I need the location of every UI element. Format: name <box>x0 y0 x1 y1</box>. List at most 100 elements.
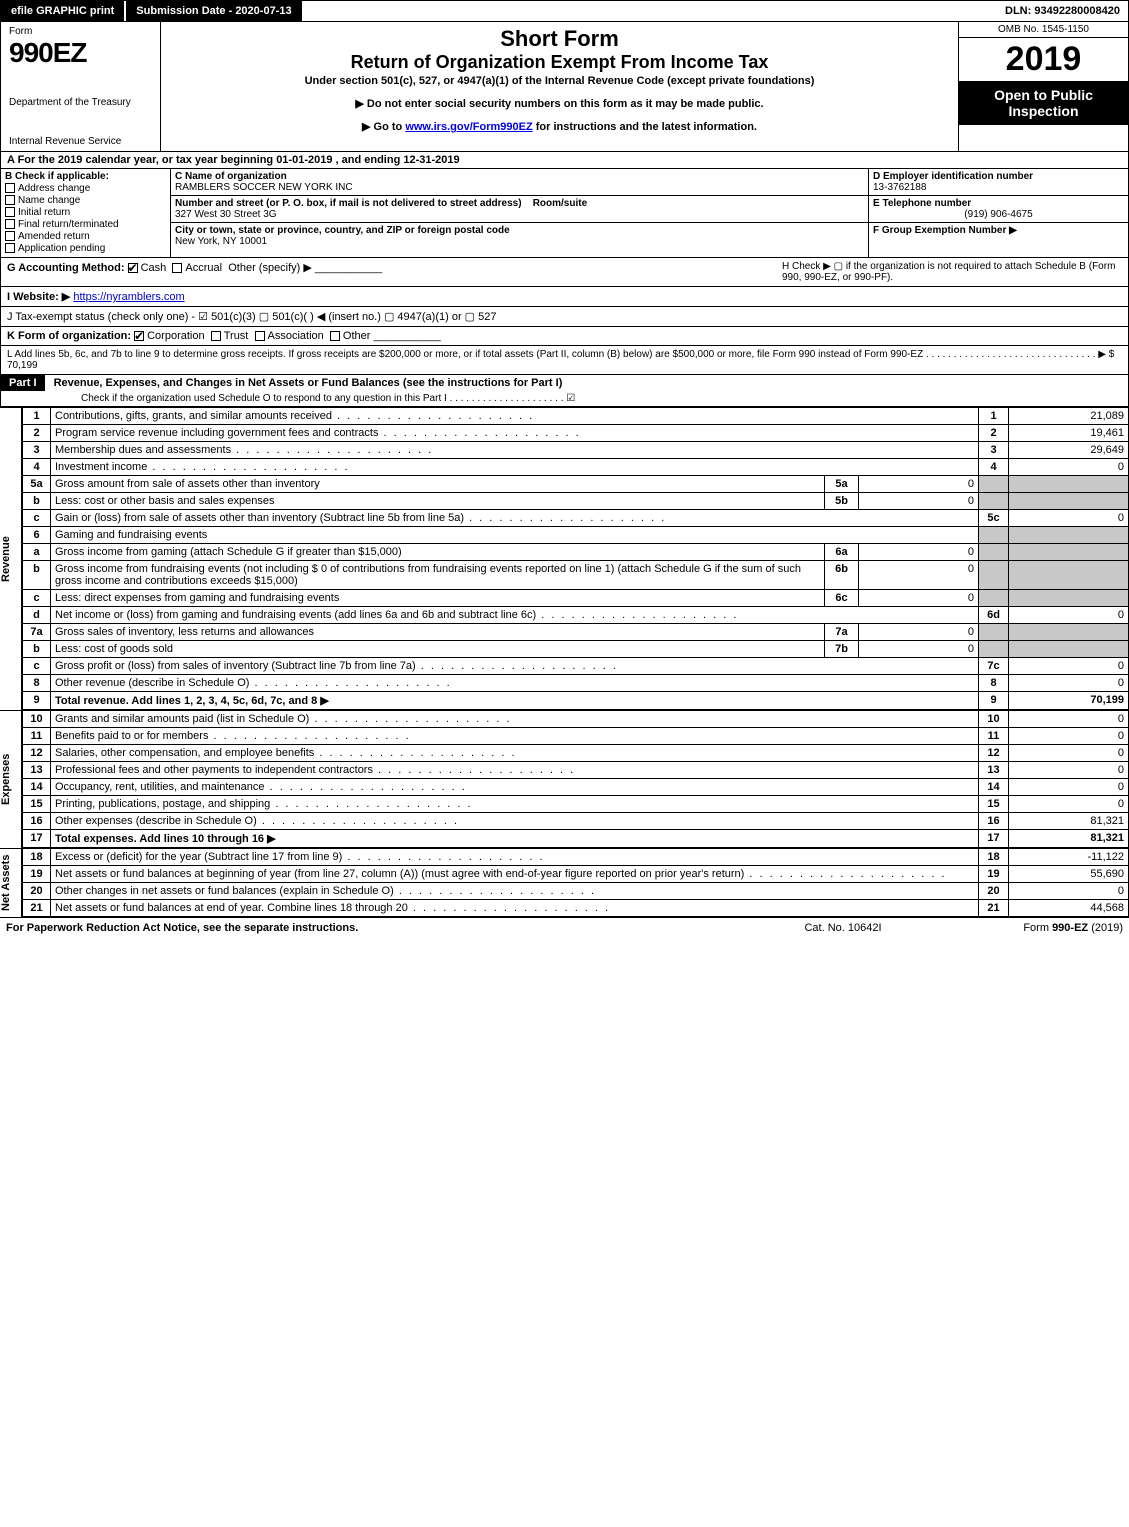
line-num: 16 <box>979 813 1009 830</box>
line-value-shade <box>1009 561 1129 590</box>
ein-value: 13-3762188 <box>873 182 1124 193</box>
line-num: 12 <box>979 745 1009 762</box>
line-num: 8 <box>979 675 1009 692</box>
tax-year: 2019 <box>959 38 1128 81</box>
table-row: 1Contributions, gifts, grants, and simil… <box>23 408 1129 425</box>
line-value: 0 <box>1009 459 1129 476</box>
dept-irs: Internal Revenue Service <box>9 136 152 147</box>
line-value: 0 <box>1009 675 1129 692</box>
line-desc: Salaries, other compensation, and employ… <box>51 745 979 762</box>
table-row: cGross profit or (loss) from sales of in… <box>23 658 1129 675</box>
open-to-public: Open to Public Inspection <box>959 81 1128 125</box>
line-desc: Total revenue. Add lines 1, 2, 3, 4, 5c,… <box>51 692 979 710</box>
line-value: 44,568 <box>1009 900 1129 917</box>
line-number: 2 <box>23 425 51 442</box>
box-c: C Name of organization RAMBLERS SOCCER N… <box>171 169 868 257</box>
sub-box-value: 0 <box>859 544 979 561</box>
chk-cash[interactable] <box>128 263 138 273</box>
line-number: 8 <box>23 675 51 692</box>
table-row: bLess: cost or other basis and sales exp… <box>23 493 1129 510</box>
city-head: City or town, state or province, country… <box>175 225 864 236</box>
g-label: G Accounting Method: <box>7 262 125 274</box>
line-number: 19 <box>23 866 51 883</box>
part1-note: Check if the organization used Schedule … <box>1 391 1128 406</box>
tax-period: A For the 2019 calendar year, or tax yea… <box>0 152 1129 169</box>
line-num-shade <box>979 476 1009 493</box>
line-number: c <box>23 590 51 607</box>
submission-date: Submission Date - 2020-07-13 <box>124 1 301 21</box>
line-desc: Benefits paid to or for members <box>51 728 979 745</box>
dept-treasury: Department of the Treasury <box>9 97 152 108</box>
line-value: 0 <box>1009 711 1129 728</box>
sub-box-label: 5b <box>825 493 859 510</box>
line-value: 0 <box>1009 762 1129 779</box>
omb-number: OMB No. 1545-1150 <box>959 22 1128 38</box>
line-l: L Add lines 5b, 6c, and 7b to line 9 to … <box>0 346 1129 375</box>
line-number: 20 <box>23 883 51 900</box>
line-desc: Less: cost or other basis and sales expe… <box>51 493 825 510</box>
table-row: aGross income from gaming (attach Schedu… <box>23 544 1129 561</box>
line-number: a <box>23 544 51 561</box>
table-row: 3Membership dues and assessments329,649 <box>23 442 1129 459</box>
line-number: 9 <box>23 692 51 710</box>
expense-table: 10Grants and similar amounts paid (list … <box>22 710 1129 848</box>
chk-name-change[interactable]: Name change <box>5 195 166 206</box>
line-number: 10 <box>23 711 51 728</box>
info-block: B Check if applicable: Address change Na… <box>0 169 1129 258</box>
line-value: 0 <box>1009 607 1129 624</box>
line-value: 70,199 <box>1009 692 1129 710</box>
line-num-shade <box>979 527 1009 544</box>
chk-initial-return[interactable]: Initial return <box>5 207 166 218</box>
line-value-shade <box>1009 590 1129 607</box>
title-return: Return of Organization Exempt From Incom… <box>167 52 952 73</box>
table-row: 7aGross sales of inventory, less returns… <box>23 624 1129 641</box>
line-number: c <box>23 658 51 675</box>
chk-address-change[interactable]: Address change <box>5 183 166 194</box>
line-desc: Gross income from gaming (attach Schedul… <box>51 544 825 561</box>
chk-final-return[interactable]: Final return/terminated <box>5 219 166 230</box>
irs-link[interactable]: www.irs.gov/Form990EZ <box>405 121 532 133</box>
table-row: 6Gaming and fundraising events <box>23 527 1129 544</box>
line-number: 18 <box>23 849 51 866</box>
line-number: 4 <box>23 459 51 476</box>
footer-left: For Paperwork Reduction Act Notice, see … <box>6 922 763 934</box>
table-row: 11Benefits paid to or for members110 <box>23 728 1129 745</box>
line-desc: Net income or (loss) from gaming and fun… <box>51 607 979 624</box>
chk-association[interactable] <box>255 331 265 341</box>
sub-box-value: 0 <box>859 590 979 607</box>
subtitle: Under section 501(c), 527, or 4947(a)(1)… <box>167 75 952 87</box>
chk-amended-return[interactable]: Amended return <box>5 231 166 242</box>
line-number: b <box>23 641 51 658</box>
chk-accrual[interactable] <box>172 263 182 273</box>
ein-head: D Employer identification number <box>873 171 1124 182</box>
footer-right: Form Form 990-EZ (2019)990-EZ (2019) <box>923 922 1123 934</box>
title-short-form: Short Form <box>167 26 952 52</box>
line-num: 1 <box>979 408 1009 425</box>
sub-box-value: 0 <box>859 493 979 510</box>
line-number: 1 <box>23 408 51 425</box>
line-desc: Occupancy, rent, utilities, and maintena… <box>51 779 979 796</box>
line-num-shade <box>979 641 1009 658</box>
line-value: 55,690 <box>1009 866 1129 883</box>
expenses-section: Expenses 10Grants and similar amounts pa… <box>0 710 1129 848</box>
chk-application-pending[interactable]: Application pending <box>5 243 166 254</box>
line-desc: Other revenue (describe in Schedule O) <box>51 675 979 692</box>
addr-value: 327 West 30 Street 3G <box>175 209 864 220</box>
group-exemption-head: F Group Exemption Number ▶ <box>873 225 1124 236</box>
sub-box-label: 6a <box>825 544 859 561</box>
efile-label[interactable]: efile GRAPHIC print <box>1 1 124 21</box>
line-number: 21 <box>23 900 51 917</box>
table-row: 16Other expenses (describe in Schedule O… <box>23 813 1129 830</box>
line-num: 7c <box>979 658 1009 675</box>
line-num: 2 <box>979 425 1009 442</box>
chk-corporation[interactable] <box>134 331 144 341</box>
line-number: 5a <box>23 476 51 493</box>
chk-other-org[interactable] <box>330 331 340 341</box>
website-link[interactable]: https://nyramblers.com <box>73 291 184 303</box>
tel-value: (919) 906-4675 <box>873 209 1124 220</box>
line-num: 10 <box>979 711 1009 728</box>
chk-trust[interactable] <box>211 331 221 341</box>
line-desc: Gross profit or (loss) from sales of inv… <box>51 658 979 675</box>
sub-box-value: 0 <box>859 641 979 658</box>
dln: DLN: 93492280008420 <box>997 1 1128 21</box>
